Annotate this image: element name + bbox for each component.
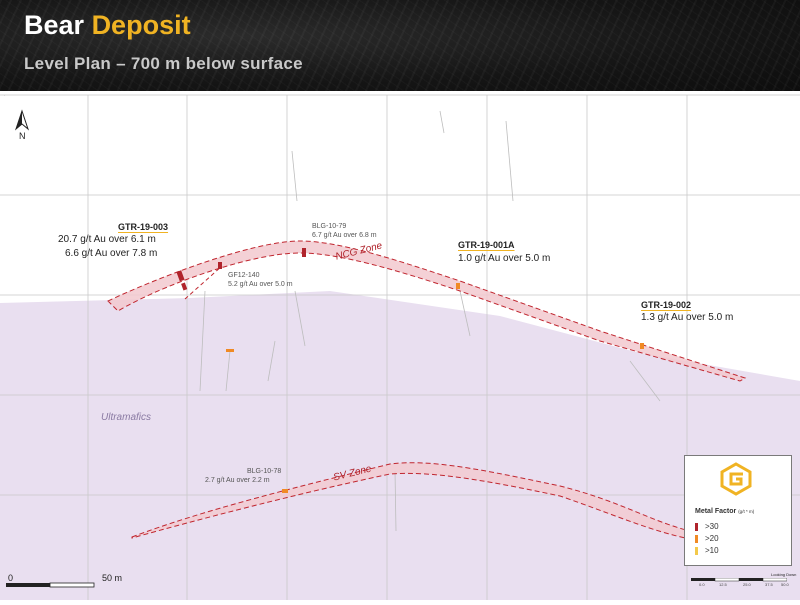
marker-blg-10-79	[302, 248, 306, 257]
legend-tick: 12.5	[719, 582, 727, 587]
coordinate-grid	[0, 94, 800, 600]
hole-label-blg-10-78: BLG-10-78	[247, 468, 282, 475]
scale-start-label: 0	[8, 573, 14, 583]
title-highlight: Deposit	[91, 10, 191, 40]
legend-label-low: >10	[705, 546, 719, 555]
level-plan-map: - N Ultramafics NCG Zone SV Zone GTR-19-…	[0, 91, 800, 600]
legend-scale-title: Looking Down	[771, 572, 797, 577]
assay-blg-10-78: 2.7 g/t Au over 2.2 m	[205, 477, 270, 484]
assay-gtr-19-002: 1.3 g/t Au over 5.0 m	[641, 312, 734, 323]
legend-item-high: >30	[695, 522, 719, 531]
hole-label-blg-10-79: BLG-10-79	[312, 223, 347, 230]
legend-item-mid: >20	[695, 534, 719, 543]
legend-swatch-orange	[695, 534, 698, 543]
hole-label-gf12-140: GF12-140	[228, 272, 260, 279]
hole-label-gtr-19-001a: GTR-19-001A	[458, 240, 515, 250]
company-logo-icon	[720, 462, 752, 496]
marker-blg-10-78	[282, 489, 288, 493]
legend-scale-bar	[691, 578, 787, 582]
marker-orange-dash	[226, 349, 234, 352]
ncg-zone	[107, 240, 747, 382]
north-arrow-icon	[14, 109, 30, 131]
ultramafics-unit	[0, 291, 800, 600]
legend-box: Metal Factor (g/t * m) >30 >20 >10 Looki…	[684, 455, 796, 587]
title-main: Bear	[24, 10, 85, 40]
scale-end-label: 50 m	[102, 573, 123, 583]
hole-label-gtr-19-003: GTR-19-003	[118, 222, 169, 232]
legend-tick: 50.0	[781, 582, 789, 587]
header-texture	[0, 0, 800, 91]
legend-tick: 25.0	[743, 582, 751, 587]
gf12-140-trace	[184, 265, 223, 300]
assay-gtr-19-003-1: 20.7 g/t Au over 6.1 m	[58, 234, 156, 245]
assay-gf12-140: 5.2 g/t Au over 5.0 m	[228, 281, 293, 288]
north-label: N	[19, 131, 26, 141]
assay-gtr-19-001a: 1.0 g/t Au over 5.0 m	[458, 253, 551, 264]
legend-swatch-red	[695, 522, 698, 531]
marker-gtr-19-003-a	[176, 270, 185, 282]
marker-gf12-140	[218, 262, 222, 269]
rock-unit-label: Ultramafics	[101, 412, 152, 423]
header-banner: Bear Deposit Level Plan – 700 m below su…	[0, 0, 800, 91]
legend-title: Metal Factor (g/t * m)	[695, 508, 754, 515]
legend-label-mid: >20	[705, 534, 719, 543]
marker-gtr-19-003-b	[181, 282, 188, 291]
marker-gtr-19-001a	[456, 283, 460, 289]
page-title: Bear Deposit	[24, 10, 191, 41]
legend-swatch-yellow	[695, 546, 698, 555]
assay-gtr-19-003-2: 6.6 g/t Au over 7.8 m	[65, 248, 158, 259]
scale-bar	[6, 582, 95, 588]
map-canvas	[0, 94, 800, 600]
legend-item-low: >10	[695, 546, 719, 555]
drill-traces	[199, 110, 661, 532]
legend-unit: (g/t * m)	[738, 509, 755, 514]
page-subtitle: Level Plan – 700 m below surface	[24, 54, 303, 73]
coord-label: -	[4, 93, 6, 97]
legend-label-high: >30	[705, 522, 719, 531]
assay-blg-10-79: 6.7 g/t Au over 6.8 m	[312, 232, 377, 239]
legend-tick: 0.0	[699, 582, 705, 587]
intercept-markers	[176, 248, 644, 493]
legend-tick: 37.5	[765, 582, 773, 587]
legend-title-text: Metal Factor	[695, 508, 737, 515]
hole-label-gtr-19-002: GTR-19-002	[641, 300, 692, 310]
marker-gtr-19-002	[640, 343, 644, 349]
